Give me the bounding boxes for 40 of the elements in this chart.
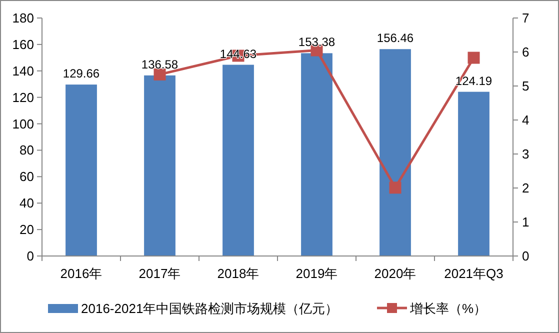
y2-tick-label: 1 — [522, 214, 530, 230]
y-tick-label: 0 — [26, 248, 34, 264]
y-tick-label: 20 — [20, 222, 34, 238]
y2-tick-label: 5 — [522, 78, 530, 94]
y-tick-label: 100 — [12, 116, 34, 132]
x-tick-label: 2018年 — [217, 266, 260, 281]
y2-tick-label: 4 — [522, 112, 530, 128]
y2-tick-label: 6 — [522, 44, 530, 60]
y2-tick-label: 0 — [522, 248, 530, 264]
y-tick-label: 180 — [12, 10, 34, 26]
y-tick-label: 140 — [12, 63, 34, 78]
data-label: 136.58 — [141, 57, 178, 72]
point — [468, 52, 480, 64]
data-label: 156.46 — [376, 31, 414, 46]
bar — [458, 92, 490, 256]
x-tick-label: 2016年 — [60, 266, 102, 281]
data-label: 153.38 — [298, 35, 336, 50]
y-tick-label: 60 — [20, 169, 34, 184]
y2-tick-label: 2 — [522, 180, 530, 196]
x-tick-label: 2017年 — [138, 266, 181, 281]
y2-tick-label: 3 — [522, 146, 530, 162]
legend-label: 2016-2021年中国铁路检测市场规模（亿元） — [81, 301, 338, 316]
data-label: 144.63 — [220, 46, 257, 61]
bar — [301, 53, 332, 256]
legend-label: 增长率（%） — [409, 301, 487, 316]
bar — [144, 75, 176, 256]
data-label: 129.66 — [62, 66, 100, 81]
bar — [66, 84, 97, 256]
y-tick-label: 80 — [20, 142, 34, 158]
point — [389, 182, 402, 194]
y2-tick-label: 7 — [522, 10, 530, 26]
bar — [380, 49, 411, 256]
x-tick-label: 2020年 — [374, 266, 416, 281]
x-tick-label: 2019年 — [296, 266, 338, 281]
y-tick-label: 160 — [12, 36, 34, 52]
point — [154, 68, 166, 80]
y-tick-label: 40 — [20, 196, 34, 211]
y-tick-label: 120 — [12, 90, 34, 105]
x-tick-label: 2021年Q3 — [444, 266, 504, 281]
bar — [222, 64, 254, 256]
